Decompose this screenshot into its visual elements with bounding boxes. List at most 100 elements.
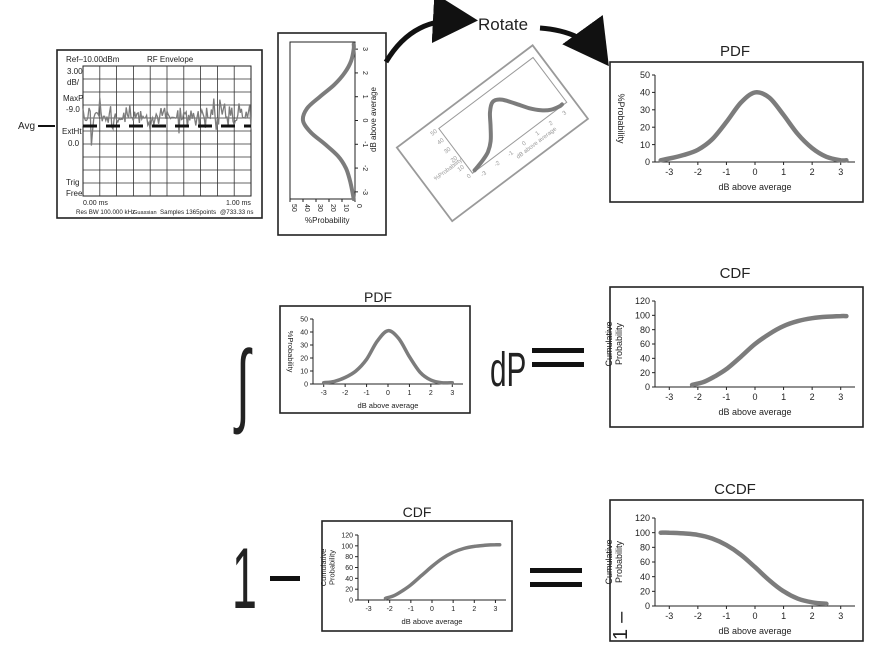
cdf-bot-x-tick-label: 3 <box>493 606 497 613</box>
pdf-mid-x-tick-label: -3 <box>321 390 327 397</box>
pdf-mid-y-tick-label: 10 <box>300 368 308 375</box>
ccdf-x-tick-label: -2 <box>694 611 702 621</box>
pdf-mid-y-tick-label: 20 <box>300 355 308 362</box>
spectrum-analyzer-panel: Ref–10.00dBm RF Envelope 3.00 dB/ MaxP -… <box>18 49 263 219</box>
ccdf-title: CCDF <box>714 481 756 498</box>
rotated-pdf-x-tick-label: -1 <box>507 150 515 158</box>
rotated-pdf-y-tick-label: 50 <box>430 128 439 137</box>
vertical-pdf-curve <box>300 42 356 201</box>
cdf-mid-x-tick-label: 2 <box>810 392 815 402</box>
vertical-pdf-y-tick-label: -1 <box>361 141 368 147</box>
cdf-bot-chart: CDF -3 -2 -1 0 1 2 3 0 20 40 60 80 100 120 dB above ave… <box>319 504 506 626</box>
cdf-mid-y-tick-label: 0 <box>645 382 650 392</box>
analyzer-frame <box>56 49 263 219</box>
cdf-bot-x-tick-label: 1 <box>451 606 455 613</box>
ccdf-x-tick-label: -1 <box>722 611 730 621</box>
cdf-mid-y-tick-label: 60 <box>640 339 650 349</box>
pdf-top-y-tick-label: 40 <box>640 88 650 98</box>
vertical-pdf-y-tick-label: -2 <box>361 165 368 171</box>
pdf-top-x-tick-label: 1 <box>781 167 786 177</box>
pdf-top-xlabel: dB above average <box>718 182 791 192</box>
analyzer-extht-label: ExtHt <box>62 127 82 136</box>
vertical-pdf-y-tick-label: 0 <box>361 119 368 123</box>
rotate-arrow-right <box>539 14 609 67</box>
vertical-pdf-y-tick-label: -3 <box>361 189 368 195</box>
ccdf-one-minus-label: 1– <box>610 611 632 640</box>
ccdf-y-tick-label: 0 <box>645 601 650 611</box>
ccdf-y-tick-label: 80 <box>640 542 650 552</box>
cdf-bot-ylabel: CumulativeProbability <box>319 549 337 587</box>
ccdf-curve <box>658 530 829 607</box>
cdf-bot-x-tick-label: -1 <box>408 606 414 613</box>
analyzer-scale-unit: dB/ <box>67 78 80 87</box>
pdf-mid-x-tick-label: 3 <box>450 390 454 397</box>
vertical-pdf-y-tick-label: 1 <box>361 95 368 99</box>
cdf-mid-chart: CDF -3 -2 -1 0 1 2 3 0 20 40 60 80 100 120 dB above ave… <box>604 265 855 417</box>
cdf-mid-y-tick-label: 40 <box>640 353 650 363</box>
ccdf-xlabel: dB above average <box>718 626 791 636</box>
rotate-arrow-left <box>383 0 478 64</box>
analyzer-footer-window: Guassian <box>133 210 157 216</box>
ccdf-x-tick-label: -3 <box>665 611 673 621</box>
ccdf-y-tick-label: 20 <box>640 586 650 596</box>
cdf-mid-xlabel: dB above average <box>718 407 791 417</box>
cdf-mid-ylabel-line: Probability <box>614 322 624 365</box>
rotated-pdf-x-tick-label: -2 <box>494 160 502 168</box>
cdf-bot-title: CDF <box>403 504 432 520</box>
cdf-mid-x-tick-label: -3 <box>665 392 673 402</box>
pdf-mid-frame <box>279 305 471 414</box>
pdf-mid-title: PDF <box>364 289 392 305</box>
vertical-pdf-y-tick-label: 3 <box>361 47 368 51</box>
vertical-pdf-x-ticks: 50 40 30 20 10 0 <box>289 199 362 212</box>
cdf-bot-x-tick-label: -2 <box>387 606 393 613</box>
analyzer-footer-samples: Samples 1365points <box>160 209 216 216</box>
pdf-mid-y-tick-label: 0 <box>304 381 308 388</box>
pdf-mid-x-tick-label: -1 <box>363 390 369 397</box>
vertical-pdf-frame <box>277 32 387 236</box>
pdf-mid-y-tick-label: 50 <box>300 316 308 323</box>
vertical-pdf-x-tick-label: 50 <box>290 204 297 212</box>
equals-sign-mid <box>532 348 584 367</box>
pdf-top-ylabel: %Probability <box>616 93 626 144</box>
cdf-bot-y-tick-label: 0 <box>349 597 353 604</box>
rotated-pdf-y-tick-label: 20 <box>450 155 459 164</box>
analyzer-trig-label: Trig <box>66 178 79 187</box>
ccdf-y-tick-label: 100 <box>635 528 650 538</box>
ccdf-ylabel-line: Cumulative <box>604 539 614 584</box>
analyzer-maxp-label: MaxP <box>63 94 83 103</box>
ccdf-x-tick-label: 0 <box>752 611 757 621</box>
rotated-pdf-y-tick-label: 40 <box>437 137 446 146</box>
cdf-mid-y-tick-label: 100 <box>635 310 650 320</box>
ccdf-x-tick-label: 3 <box>838 611 843 621</box>
cdf-bot-ylabel-line: Probability <box>328 550 337 585</box>
cdf-mid-title: CDF <box>720 265 751 282</box>
pdf-top-x-tick-label: 3 <box>838 167 843 177</box>
vertical-pdf-x-tick-label: 40 <box>303 204 310 212</box>
analyzer-trace <box>82 97 252 146</box>
cdf-mid-x-tick-label: -1 <box>722 392 730 402</box>
analyzer-extht-value: 0.0 <box>68 139 80 148</box>
pdf-mid-y-tick-label: 30 <box>300 342 308 349</box>
analyzer-footer-rbw: Res BW 100.000 kHz <box>76 209 135 216</box>
analyzer-mode-label: RF Envelope <box>147 55 194 64</box>
vertical-pdf-ylabel: dB above average <box>369 87 378 152</box>
cdf-mid-frame <box>609 286 864 428</box>
pdf-top-x-tick-label: -1 <box>722 167 730 177</box>
pdf-top-y-tick-label: 0 <box>645 157 650 167</box>
rotated-pdf-curve <box>472 97 565 173</box>
pdf-top-y-tick-label: 20 <box>640 122 650 132</box>
cdf-mid-y-tick-label: 120 <box>635 296 650 306</box>
analyzer-time-end: 1.00 ms <box>226 200 251 207</box>
equals-bottom-bar-bottom <box>530 582 582 587</box>
rotated-pdf-y-tick-label: 0 <box>466 173 473 180</box>
pdf-top-x-tick-label: 0 <box>752 167 757 177</box>
ccdf-y-tick-label: 60 <box>640 557 650 567</box>
rotated-pdf-y-tick-label: 10 <box>457 164 466 173</box>
cdf-mid-y-tick-label: 80 <box>640 325 650 335</box>
